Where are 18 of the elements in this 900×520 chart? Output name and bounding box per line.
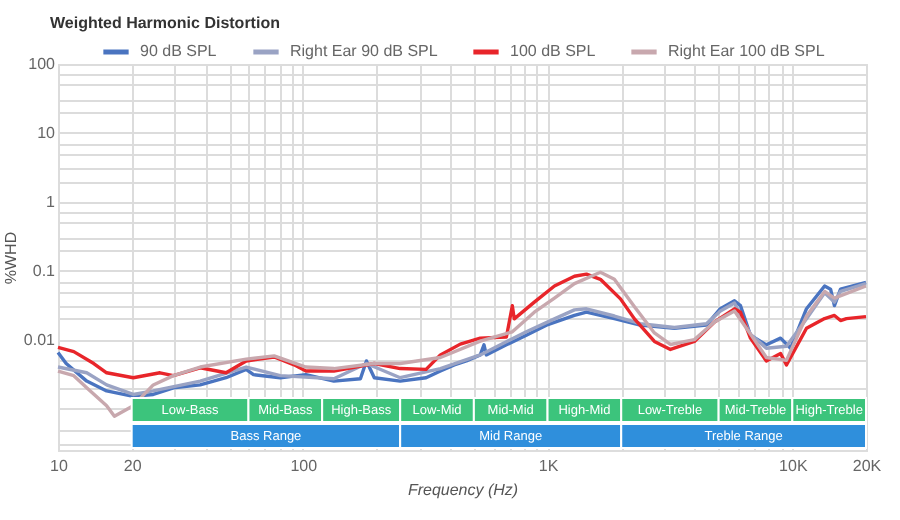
chart-title: Weighted Harmonic Distortion — [50, 14, 281, 32]
x-tick-label: 20K — [852, 457, 883, 475]
legend-label: 100 dB SPL — [510, 42, 597, 60]
y-tick-label: 0.1 — [32, 261, 57, 280]
y-axis-title: %WHD — [1, 231, 20, 285]
legend-label: Right Ear 90 dB SPL — [290, 42, 439, 60]
x-tick-label: 100 — [290, 457, 319, 475]
y-tick-label: 10 — [37, 123, 57, 142]
y-tick-label: 1 — [46, 192, 57, 211]
y-tick-label: 0.01 — [23, 330, 57, 349]
x-axis-title: Frequency (Hz) — [407, 481, 519, 499]
x-tick-label: 10 — [50, 457, 69, 475]
y-tick-label: 100 — [28, 55, 57, 73]
legend-label: 90 dB SPL — [140, 42, 218, 60]
x-tick-label: 10K — [779, 457, 809, 475]
x-tick-label: 1K — [538, 457, 560, 475]
legend-label: Right Ear 100 dB SPL — [668, 42, 826, 60]
x-tick-label: 20 — [123, 457, 143, 475]
